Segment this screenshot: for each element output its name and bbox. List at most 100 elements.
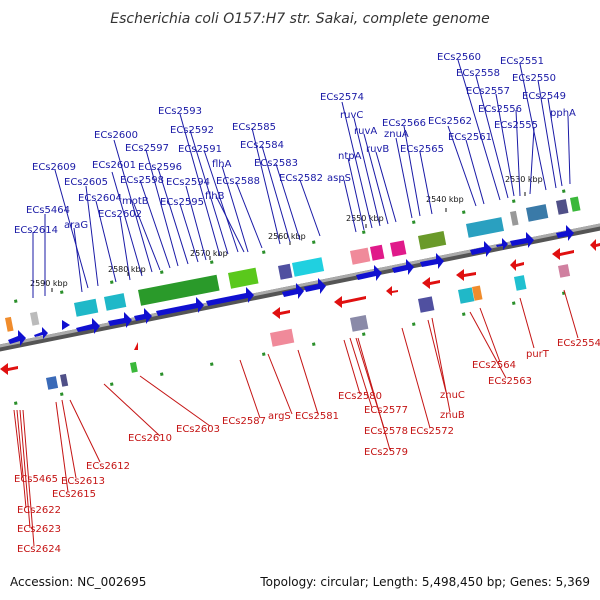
gene-label[interactable]: purT <box>526 349 550 360</box>
gene-label[interactable]: ECs2622 <box>17 505 61 516</box>
gene-label[interactable]: ECs2554 <box>557 338 600 349</box>
gene-label[interactable]: ECs2558 <box>456 68 500 79</box>
gene-arrow <box>134 342 138 350</box>
gene-label[interactable]: ECs2549 <box>522 91 566 102</box>
gene-label[interactable]: ECs2562 <box>428 116 472 127</box>
gene-label[interactable]: ruvB <box>366 144 389 155</box>
gene-label[interactable]: ECs2595 <box>160 197 204 208</box>
gene-label[interactable]: flhB <box>205 191 225 202</box>
gene-label[interactable]: ECs2579 <box>364 447 408 458</box>
gene-label[interactable]: ECs2577 <box>364 405 408 416</box>
gene-label[interactable]: ECs2592 <box>170 125 214 136</box>
tick-2540: 2540 kbp <box>426 195 464 212</box>
gene-label[interactable]: ECs2584 <box>240 140 284 151</box>
gene-label[interactable]: ECs2582 <box>279 173 323 184</box>
gene-label[interactable]: ECs2578 <box>364 426 408 437</box>
gene-label[interactable]: ECs2583 <box>254 158 298 169</box>
gene-label[interactable]: ECs2550 <box>512 73 556 84</box>
forward-gene-labels: ECs2614 ECs5464 araG ECs2609 ECs2605 ECs… <box>14 52 576 236</box>
gene-label[interactable]: ECs2600 <box>94 130 138 141</box>
gene-arrow <box>470 241 492 257</box>
gene-label[interactable]: pphA <box>550 108 576 119</box>
gene-label[interactable]: ECs2594 <box>166 177 210 188</box>
tick-2550: 2550 kbp <box>346 214 384 228</box>
gene-label[interactable]: ECs2593 <box>158 106 202 117</box>
gene-label[interactable]: ECs2561 <box>448 132 492 143</box>
gene-block <box>570 196 581 212</box>
gene-label[interactable]: ECs5464 <box>26 205 70 216</box>
gene-label[interactable]: ECs2566 <box>382 118 426 129</box>
gene-label[interactable]: ECs2580 <box>338 391 382 402</box>
gene-label[interactable]: znuA <box>384 129 409 140</box>
gene-label[interactable]: flhA <box>212 159 232 170</box>
svg-text:2590 kbp: 2590 kbp <box>30 279 68 288</box>
gene-label[interactable]: ECs5465 <box>14 474 58 485</box>
gene-arrow <box>590 239 600 251</box>
gene-label[interactable]: ECs2601 <box>92 160 136 171</box>
gene-block <box>104 293 127 311</box>
gene-label[interactable]: ECs2597 <box>125 143 169 154</box>
gene-label[interactable]: ECs2585 <box>232 122 276 133</box>
gene-label[interactable]: ECs2563 <box>488 376 532 387</box>
gene-block <box>465 217 505 238</box>
gene-label[interactable]: ECs2555 <box>494 120 538 131</box>
gene-label[interactable]: motB <box>122 196 149 207</box>
svg-text:2580 kbp: 2580 kbp <box>108 265 146 274</box>
gene-block <box>291 257 325 277</box>
tick-2570: 2570 kbp <box>190 249 228 260</box>
gene-block <box>558 264 571 278</box>
gene-label[interactable]: znuB <box>440 410 465 421</box>
gene-label[interactable]: znuC <box>440 390 465 401</box>
gene-arrow <box>356 265 382 281</box>
gene-label[interactable]: ECs2623 <box>17 524 61 535</box>
gene-label[interactable]: ECs2598 <box>120 175 164 186</box>
gene-block <box>270 328 295 347</box>
gene-label[interactable]: ECs2613 <box>61 476 105 487</box>
gene-label[interactable]: ECs2624 <box>17 544 61 555</box>
genome-backbone <box>0 223 600 352</box>
gene-label[interactable]: araG <box>64 220 88 231</box>
gene-arrow <box>206 287 254 306</box>
gene-label[interactable]: ECs2560 <box>437 52 481 63</box>
gene-label[interactable]: ECs2615 <box>52 489 96 500</box>
gene-label[interactable]: ECs2551 <box>500 56 544 67</box>
tick-2530: 2530 kbp <box>505 175 543 196</box>
gene-arrow <box>62 320 70 330</box>
gene-label[interactable]: ECs2564 <box>472 360 516 371</box>
gene-label[interactable]: ECs2574 <box>320 92 364 103</box>
forward-guide-strips <box>14 189 566 303</box>
gene-arrow <box>34 327 48 339</box>
tick-2590: 2590 kbp <box>30 279 68 292</box>
gene-label[interactable]: ECs2603 <box>176 424 220 435</box>
gene-label[interactable]: ECs2557 <box>466 86 510 97</box>
gene-arrow <box>386 286 398 296</box>
gene-label[interactable]: ECs2610 <box>128 433 172 444</box>
gene-block <box>418 231 447 250</box>
gene-block <box>514 275 527 291</box>
gene-label[interactable]: ruvA <box>354 126 377 137</box>
gene-arrow <box>510 259 524 271</box>
gene-label[interactable]: ECs2572 <box>410 426 454 437</box>
gene-label[interactable]: ruvC <box>340 110 363 121</box>
gene-label[interactable]: ECs2609 <box>32 162 76 173</box>
gene-label[interactable]: ECs2591 <box>178 144 222 155</box>
gene-label[interactable]: ECs2604 <box>78 193 122 204</box>
gene-label[interactable]: ECs2596 <box>138 162 182 173</box>
gene-block <box>228 267 259 289</box>
gene-label[interactable]: ECs2602 <box>98 209 142 220</box>
gene-label[interactable]: ECs2565 <box>400 144 444 155</box>
gene-label[interactable]: argS <box>268 411 291 422</box>
gene-label[interactable]: ECs2612 <box>86 461 130 472</box>
tick-2580: 2580 kbp <box>108 265 146 276</box>
gene-label[interactable]: ECs2581 <box>295 411 339 422</box>
accession-text: Accession: NC_002695 <box>10 575 146 589</box>
gene-label[interactable]: ECs2587 <box>222 416 266 427</box>
gene-label[interactable]: aspS <box>327 173 351 184</box>
gene-label[interactable]: ECs2614 <box>14 225 58 236</box>
gene-label[interactable]: ntpA <box>338 151 362 162</box>
gene-arrow <box>510 232 534 248</box>
gene-label[interactable]: ECs2556 <box>478 104 522 115</box>
gene-label[interactable]: ECs2605 <box>64 177 108 188</box>
gene-label[interactable]: ECs2588 <box>216 176 260 187</box>
svg-text:2560 kbp: 2560 kbp <box>268 232 306 241</box>
